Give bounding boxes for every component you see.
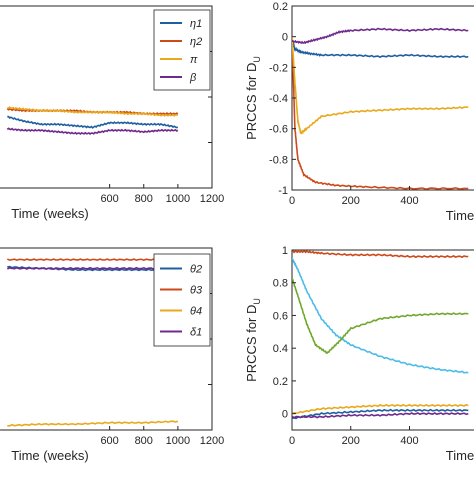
chart-panel-top-right: 0 200 400 0.2 0 -0.2 -0.4 -0.6 -0.8 -1 Time PRCCS f…	[244, 1, 474, 223]
series-line-top-right-2	[292, 36, 469, 135]
x-tick-label: 0	[289, 435, 295, 447]
y-axis-label-sub: U	[252, 298, 262, 305]
x-tick-label: 1200	[200, 193, 224, 205]
y-axis-label-main: PRCCS for D	[244, 63, 259, 140]
series-line-top-right-3	[292, 27, 469, 45]
x-tick-label: 200	[342, 195, 360, 207]
series-line-top-right-0	[292, 38, 469, 59]
chart-panel-top-left: 600 800 1000 1200 Time (weeks) η1 η2 πβ	[0, 5, 224, 221]
series-line-η1	[7, 115, 179, 129]
x-tick-label: 400	[400, 435, 418, 447]
legend: η1 η2 πβ	[153, 9, 211, 91]
legend-label: β	[189, 72, 197, 84]
y-tick-label: -0.4	[269, 93, 288, 105]
y-axis-label: PRCCS for DU	[244, 298, 262, 382]
y-tick-label: 0	[282, 32, 288, 44]
series-line-bottom-right-5	[292, 412, 469, 419]
series-group	[6, 106, 179, 136]
series-line-δ1	[6, 266, 178, 270]
x-tick-label: 1000	[166, 435, 190, 447]
chart-panel-bottom-right: 0 200 400 1 0.8 0.6 0.4 0.2 0 Time PRCCS for DU	[244, 245, 474, 463]
legend-label: θ3	[190, 285, 203, 297]
x-tick-label: 1000	[166, 193, 190, 205]
legend-label: η2	[190, 36, 202, 48]
series-line-bottom-right-1	[292, 257, 469, 374]
series-line-top-right-1	[292, 36, 469, 190]
y-tick-label: 1	[282, 245, 288, 257]
x-tick-label: 400	[400, 195, 418, 207]
x-tick-label: 600	[100, 193, 118, 205]
legend-label: θ4	[190, 306, 202, 318]
x-axis-label: Time	[446, 208, 474, 223]
y-tick-label: -0.2	[269, 62, 288, 74]
series-line-θ3	[6, 258, 178, 262]
y-tick-label: 0.2	[273, 1, 288, 13]
y-tick-label: -1	[278, 185, 288, 197]
y-tick-label: 0.6	[273, 310, 288, 322]
x-axis-label: Time (weeks)	[11, 448, 89, 463]
y-axis-label-sub: U	[252, 56, 262, 63]
series-line-bottom-right-2	[292, 277, 469, 355]
legend: θ2 θ3 θ4 δ1	[153, 253, 211, 347]
series-line-bottom-right-4	[292, 408, 469, 420]
plot-area-frame	[291, 249, 474, 431]
legend-label: δ1	[190, 327, 202, 339]
legend-label: η1	[190, 18, 202, 30]
plot-area-frame	[291, 5, 474, 191]
y-tick-label: 0.8	[273, 278, 288, 290]
series-group	[292, 27, 469, 190]
x-tick-label: 800	[135, 193, 153, 205]
series-line-bottom-right-0	[292, 250, 469, 259]
y-axis-label: PRCCS for DU	[244, 56, 262, 140]
chart-panel-bottom-left: 600 800 1000 1200 Time (weeks) θ2 θ3 θ4 δ1	[0, 247, 224, 463]
y-tick-label: -0.6	[269, 124, 288, 136]
x-tick-label: 0	[289, 195, 295, 207]
y-tick-label: 0	[282, 409, 288, 421]
legend-label: θ2	[190, 264, 202, 276]
y-axis-label-main: PRCCS for D	[244, 305, 259, 382]
x-tick-label: 1200	[200, 435, 224, 447]
series-line-bottom-right-3	[292, 403, 469, 415]
series-group	[6, 258, 179, 427]
x-axis-label: Time	[446, 448, 474, 463]
legend-label: π	[190, 54, 198, 66]
x-tick-label: 600	[100, 435, 118, 447]
series-line-π	[7, 106, 179, 117]
x-tick-label: 200	[342, 435, 360, 447]
y-tick-label: 0.2	[273, 376, 288, 388]
x-axis-label: Time (weeks)	[11, 206, 89, 221]
y-tick-label: 0.4	[273, 343, 288, 355]
series-line-θ4	[7, 420, 179, 427]
y-tick-label: -0.8	[269, 154, 288, 166]
series-group	[292, 250, 469, 420]
series-line-β	[6, 127, 179, 136]
x-tick-label: 800	[135, 435, 153, 447]
